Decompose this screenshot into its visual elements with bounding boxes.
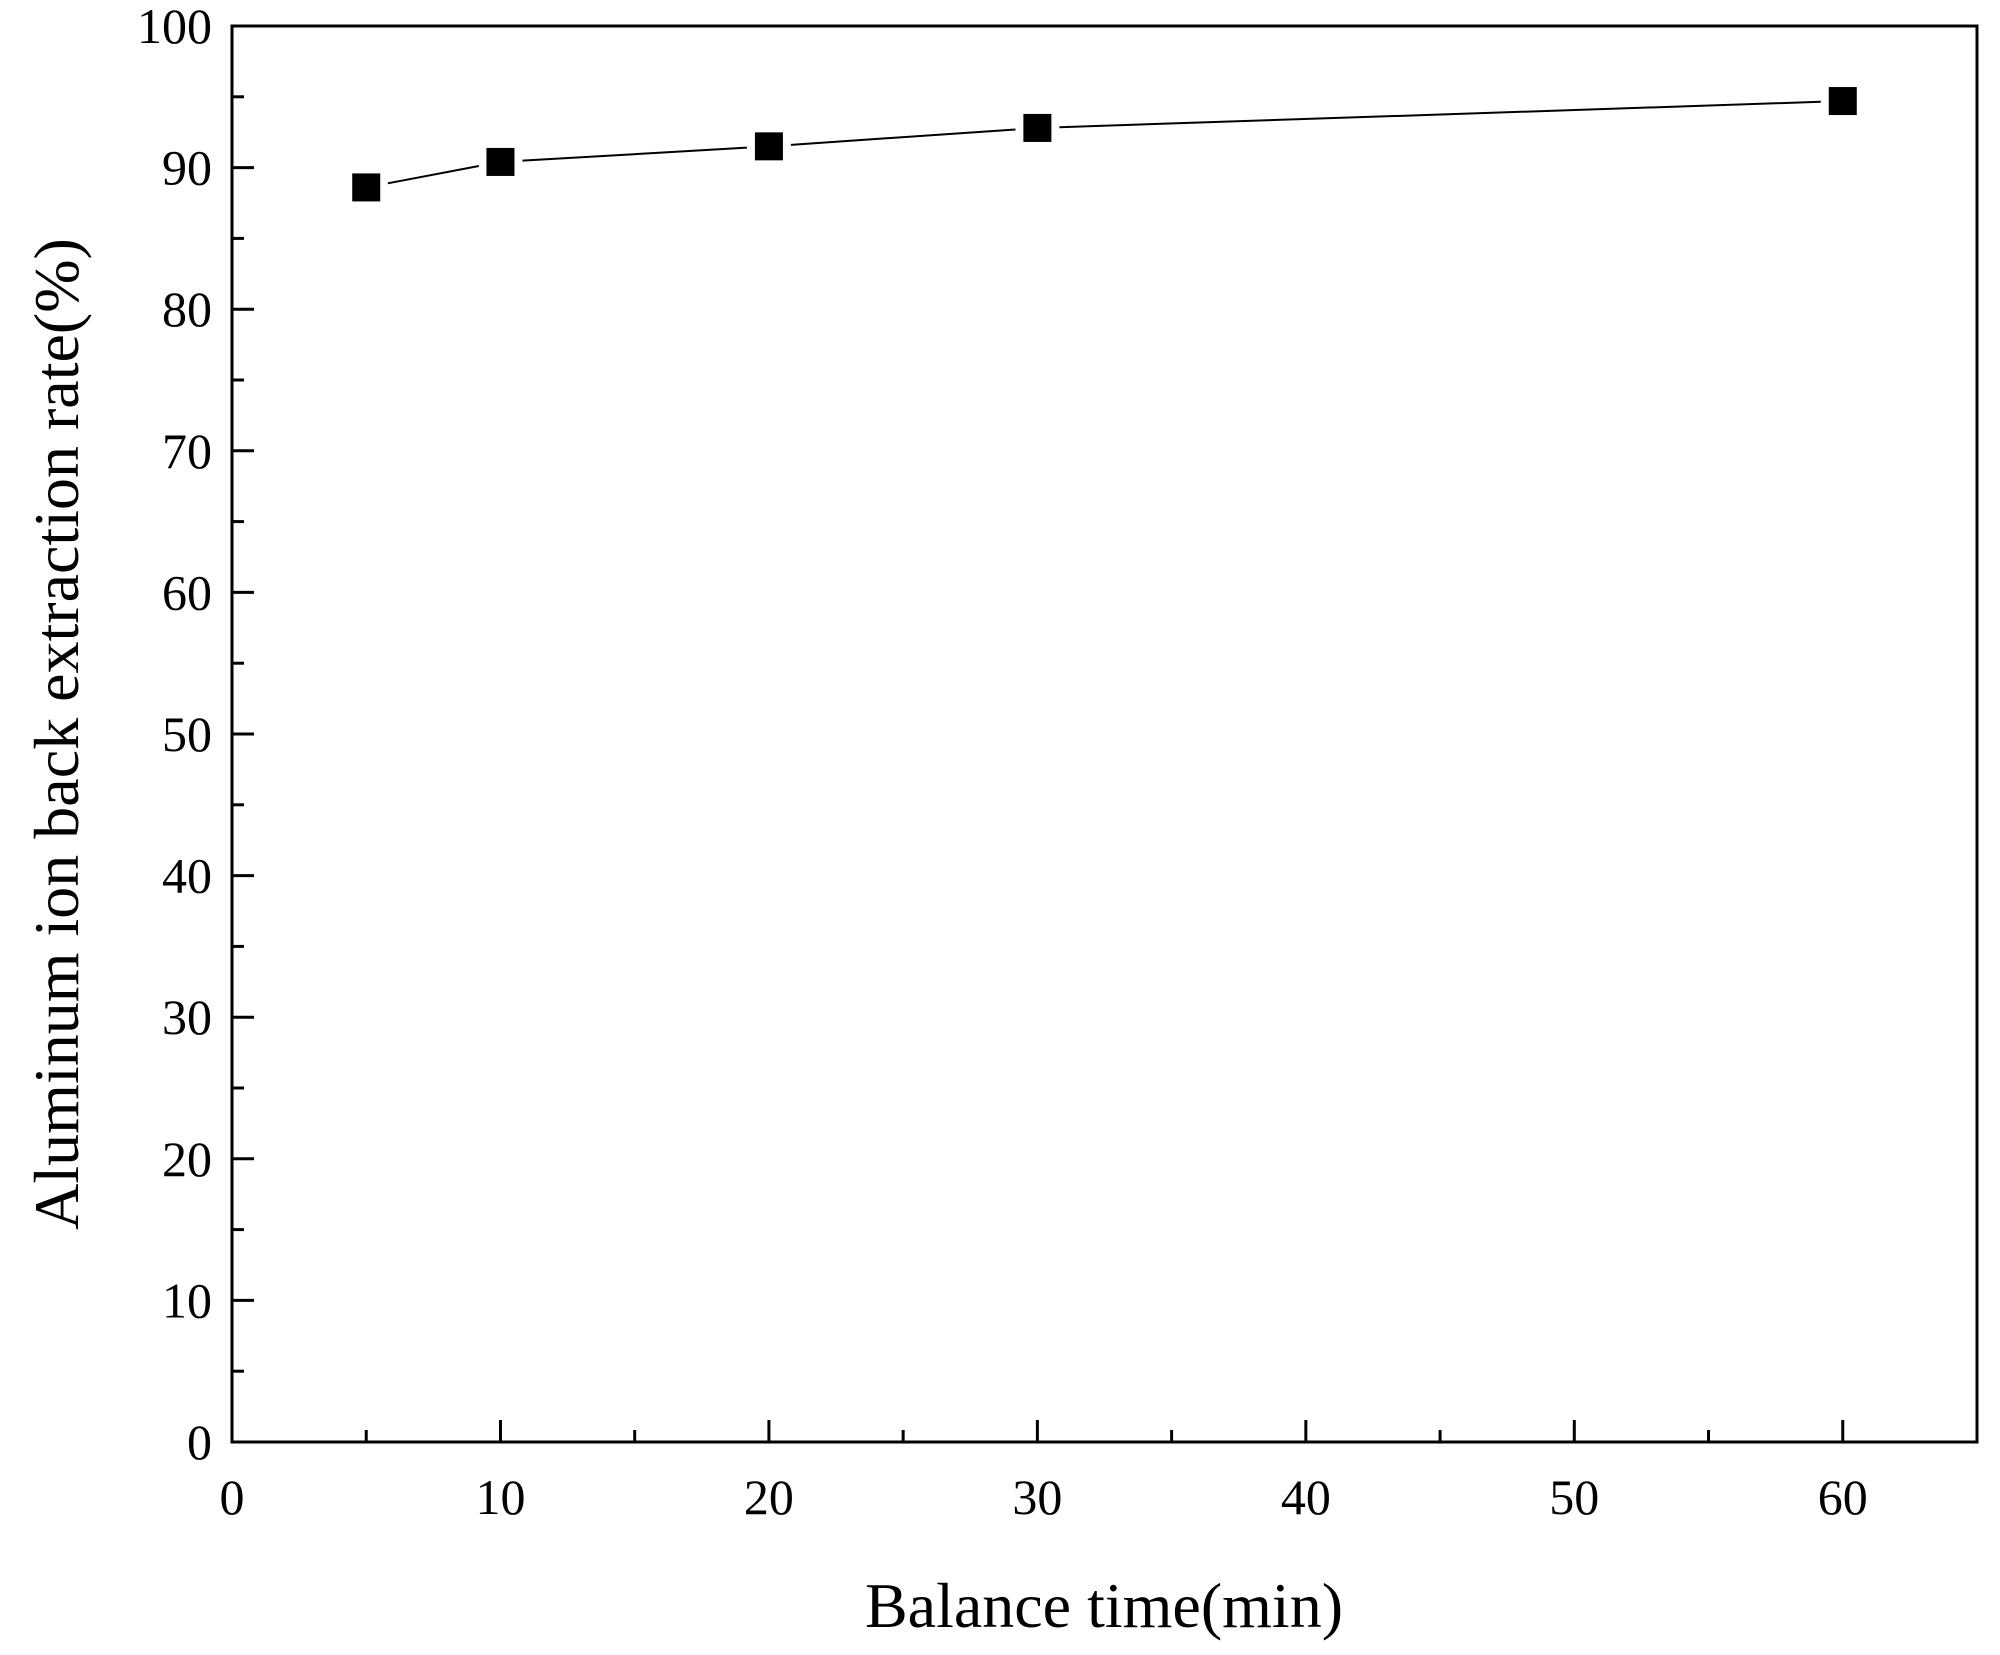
x-tick-label: 0 [220,1469,245,1525]
y-tick-label: 0 [187,1414,212,1470]
y-tick-label: 20 [162,1131,212,1187]
y-tick-label: 40 [162,848,212,904]
x-axis-title: Balance time(min) [865,1570,1343,1641]
x-axis: 0 10 20 30 40 50 60 [220,1420,1868,1525]
x-tick-label: 30 [1012,1469,1062,1525]
series-layer [352,87,1857,202]
y-axis-title: Aluminum ion back extraction rate(%) [21,238,92,1230]
x-tick-label: 60 [1818,1469,1868,1525]
y-axis: 0 10 20 30 40 50 60 70 80 90 100 [137,0,254,1470]
x-tick-label: 50 [1549,1469,1599,1525]
y-tick-label: 100 [137,0,212,54]
series-line-segment [1059,100,1821,129]
x-tick-label: 20 [744,1469,794,1525]
y-tick-label: 80 [162,281,212,337]
data-point [754,132,783,161]
plot-frame [230,24,1979,1444]
data-point [486,147,515,176]
series-line-segment [522,146,748,162]
y-tick-label: 30 [162,989,212,1045]
y-tick-label: 70 [162,423,212,479]
data-point [1828,87,1857,116]
y-tick-label: 60 [162,564,212,620]
series-line-segment [387,165,480,185]
series-line-segment [790,128,1016,146]
y-tick-label: 50 [162,706,212,762]
x-tick-label: 10 [475,1469,525,1525]
data-point [1023,113,1052,142]
data-point [352,173,381,202]
y-tick-label: 10 [162,1272,212,1328]
x-tick-label: 40 [1281,1469,1331,1525]
y-tick-label: 90 [162,140,212,196]
